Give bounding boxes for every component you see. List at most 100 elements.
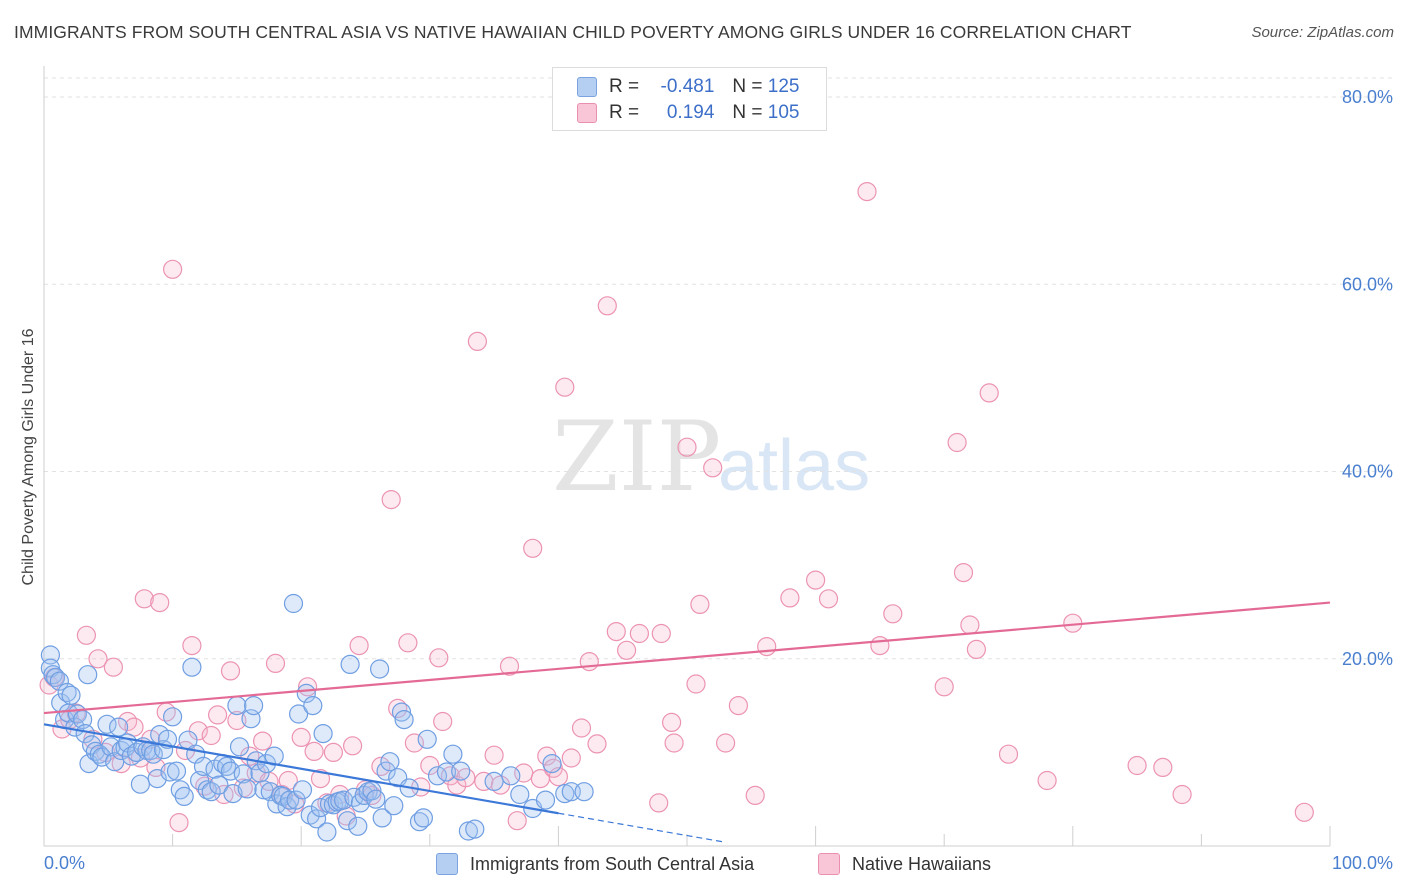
point-immigrants xyxy=(209,775,229,795)
point-native-hawaiians xyxy=(484,745,504,765)
point-native-hawaiians xyxy=(1172,784,1192,805)
point-immigrants xyxy=(370,659,390,679)
point-native-hawaiians xyxy=(499,656,520,676)
legend-swatch-pink xyxy=(577,103,597,123)
legend-swatch-blue xyxy=(577,77,597,97)
point-native-hawaiians xyxy=(349,635,369,656)
point-immigrants xyxy=(108,717,129,737)
point-native-hawaiians xyxy=(201,725,221,746)
point-native-hawaiians xyxy=(310,768,331,789)
watermark-atlas: atlas xyxy=(718,426,870,506)
point-native-hawaiians xyxy=(979,383,999,403)
point-native-hawaiians xyxy=(523,538,543,558)
legend-r-label-blue: R = xyxy=(609,76,640,97)
point-immigrants xyxy=(417,729,437,749)
point-immigrants xyxy=(313,723,333,744)
point-native-hawaiians xyxy=(745,785,765,806)
point-native-hawaiians xyxy=(571,718,592,738)
point-immigrants xyxy=(451,761,471,781)
point-native-hawaiians xyxy=(253,731,273,751)
point-native-hawaiians xyxy=(960,615,980,635)
point-native-hawaiians xyxy=(677,437,697,457)
point-immigrants xyxy=(201,782,221,802)
point-immigrants xyxy=(61,685,81,705)
point-native-hawaiians xyxy=(76,625,97,645)
point-native-hawaiians xyxy=(690,594,710,615)
point-native-hawaiians xyxy=(1037,770,1057,791)
axes xyxy=(43,66,1331,847)
point-native-hawaiians xyxy=(629,623,650,644)
point-native-hawaiians xyxy=(998,744,1019,764)
point-native-hawaiians xyxy=(507,811,527,831)
point-immigrants xyxy=(143,744,163,764)
legend-n-label-blue: N = xyxy=(732,76,763,97)
point-immigrants xyxy=(337,811,358,831)
point-native-hawaiians xyxy=(343,736,363,756)
point-immigrants xyxy=(45,667,66,688)
y-tick-label: 20.0% xyxy=(1342,649,1393,669)
point-native-hawaiians xyxy=(616,640,637,660)
legend-n-value-blue: 125 xyxy=(767,76,800,97)
point-immigrants xyxy=(233,764,253,784)
point-immigrants xyxy=(574,782,594,802)
point-immigrants xyxy=(286,790,306,810)
y-tick-label: 60.0% xyxy=(1342,274,1393,294)
x-tick-label-max: 100.0% xyxy=(1332,853,1393,873)
point-immigrants xyxy=(223,783,243,804)
point-immigrants xyxy=(244,695,264,716)
point-immigrants xyxy=(307,809,327,829)
point-immigrants xyxy=(376,761,396,781)
point-immigrants xyxy=(443,744,463,764)
source-label: Source: ZipAtlas.com xyxy=(1251,24,1394,41)
point-immigrants xyxy=(182,657,202,677)
tick-labels: 20.0% 40.0% 60.0% 80.0% 0.0% 100.0% xyxy=(44,87,1393,873)
point-immigrants xyxy=(89,744,109,764)
bottom-legend-blue: Immigrants from South Central Asia xyxy=(436,853,754,875)
point-native-hawaiians xyxy=(555,377,575,397)
correlation-legend: R = -0.481 N = 125 R = 0.194 N = 105 xyxy=(552,67,827,131)
point-native-hawaiians xyxy=(597,296,617,316)
trend-line-immigrants-extrapolated xyxy=(558,812,726,843)
point-immigrants xyxy=(280,790,300,810)
point-immigrants xyxy=(163,707,183,727)
point-native-hawaiians xyxy=(420,755,440,776)
point-native-hawaiians xyxy=(169,812,189,833)
point-native-hawaiians xyxy=(703,458,723,478)
point-native-hawaiians xyxy=(947,432,967,453)
point-immigrants xyxy=(510,784,530,805)
point-native-hawaiians xyxy=(661,712,682,733)
point-native-hawaiians xyxy=(227,710,247,731)
point-native-hawaiians xyxy=(579,651,599,672)
point-immigrants xyxy=(229,737,250,757)
point-immigrants xyxy=(372,808,392,828)
y-tick-label: 40.0% xyxy=(1342,462,1393,482)
point-native-hawaiians xyxy=(265,653,286,674)
point-immigrants xyxy=(160,762,180,782)
point-native-hawaiians xyxy=(651,623,671,644)
point-native-hawaiians xyxy=(103,657,124,677)
point-native-hawaiians xyxy=(966,639,987,660)
point-immigrants xyxy=(542,753,562,774)
point-immigrants xyxy=(366,789,386,809)
point-native-hawaiians xyxy=(805,570,826,590)
point-immigrants xyxy=(237,779,257,799)
point-native-hawaiians xyxy=(587,734,607,754)
point-immigrants xyxy=(166,761,187,781)
point-immigrants xyxy=(340,654,360,675)
bottom-legend-pink: Native Hawaiians xyxy=(818,853,991,875)
legend-n-label-pink: N = xyxy=(732,102,763,123)
point-native-hawaiians xyxy=(649,793,669,813)
watermark-zip: ZIP xyxy=(552,401,721,513)
point-immigrants xyxy=(78,665,98,685)
point-immigrants xyxy=(130,774,150,794)
y-tick-label: 80.0% xyxy=(1342,87,1393,107)
trend-lines xyxy=(43,601,1331,843)
legend-r-value-blue: -0.481 xyxy=(660,76,715,97)
point-native-hawaiians xyxy=(715,733,736,753)
point-native-hawaiians xyxy=(182,635,202,656)
point-native-hawaiians xyxy=(686,674,706,694)
point-immigrants xyxy=(296,683,316,704)
point-immigrants xyxy=(40,645,61,665)
point-immigrants xyxy=(465,819,485,839)
